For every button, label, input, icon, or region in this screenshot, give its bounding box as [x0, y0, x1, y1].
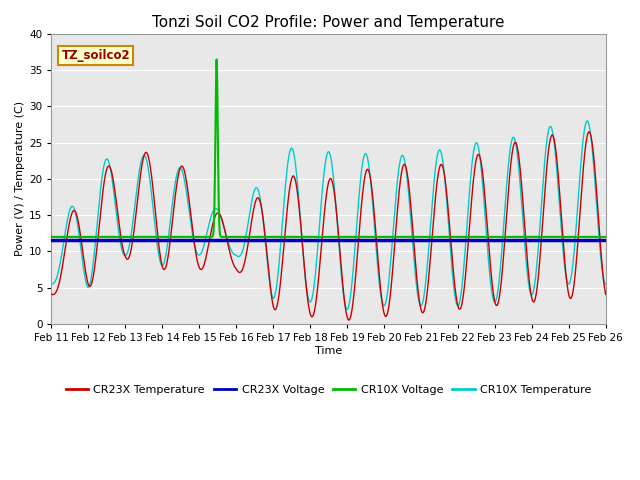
Legend: CR23X Temperature, CR23X Voltage, CR10X Voltage, CR10X Temperature: CR23X Temperature, CR23X Voltage, CR10X … — [61, 381, 596, 399]
Y-axis label: Power (V) / Temperature (C): Power (V) / Temperature (C) — [15, 101, 25, 256]
X-axis label: Time: Time — [315, 346, 342, 356]
Title: Tonzi Soil CO2 Profile: Power and Temperature: Tonzi Soil CO2 Profile: Power and Temper… — [152, 15, 505, 30]
Text: TZ_soilco2: TZ_soilco2 — [61, 48, 130, 61]
